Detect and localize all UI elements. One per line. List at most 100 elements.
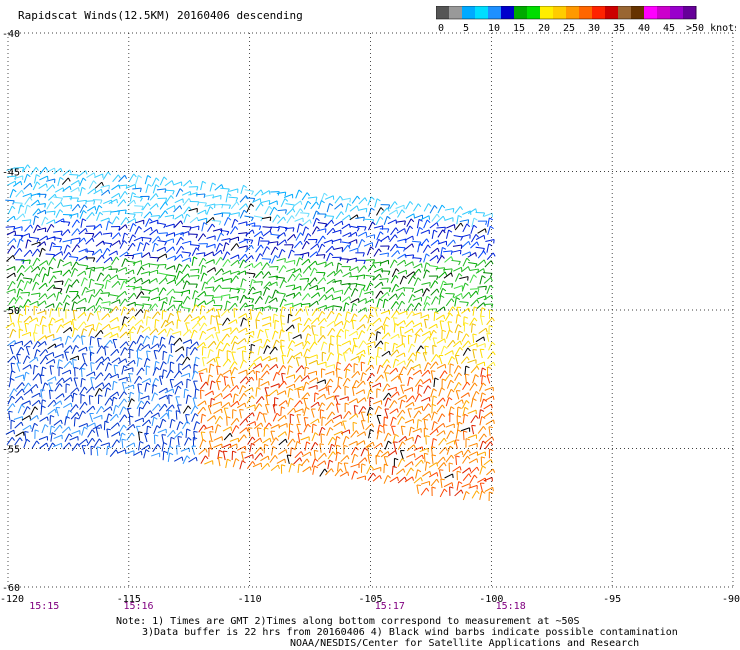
wind-barb-flag: [212, 286, 215, 292]
wind-barb: [301, 293, 309, 301]
wind-barb-flag: [384, 298, 389, 302]
wind-barb-flag: [404, 228, 406, 233]
wind-barb-flag: [308, 303, 311, 308]
wind-barb-flag: [284, 415, 287, 420]
wind-barb-flag: [426, 295, 431, 300]
wind-barb: [467, 359, 477, 364]
wind-barb: [159, 412, 168, 420]
wind-barb: [182, 296, 188, 305]
lon-tick-label: -100: [479, 594, 503, 605]
wind-barb: [38, 235, 48, 242]
wind-barb-flag: [404, 220, 406, 225]
wind-barb: [429, 264, 439, 268]
wind-barb-flag: [234, 341, 239, 345]
wind-barb: [302, 324, 309, 333]
wind-barb: [438, 355, 443, 365]
wind-barb: [326, 310, 332, 320]
wind-barb: [109, 449, 117, 457]
wind-barb-flag: [125, 217, 129, 221]
wind-barb-flag: [305, 226, 310, 230]
wind-barb-flag: [181, 353, 185, 358]
wind-barb: [287, 355, 293, 364]
wind-barb-flag: [308, 258, 311, 263]
wind-barb: [118, 398, 125, 407]
wind-barb-flag: [269, 356, 272, 361]
wind-barb-flag: [386, 207, 390, 212]
wind-barb-flag: [203, 193, 206, 198]
wind-barb-flag: [307, 333, 312, 337]
wind-barb-flag: [431, 454, 437, 457]
wind-barb: [64, 278, 70, 287]
wind-barb-flag: [20, 421, 24, 426]
wind-barb: [112, 339, 117, 349]
wind-barb-flag: [232, 409, 237, 412]
wind-barb: [287, 430, 291, 440]
wind-barb-flag: [109, 397, 113, 402]
wind-barb: [374, 405, 379, 415]
wind-barb-flag: [70, 394, 74, 399]
wind-barb-flag: [30, 265, 34, 270]
wind-barb-flag: [451, 356, 456, 360]
wind-barb-flag: [234, 335, 239, 340]
wind-barb-flag: [205, 381, 209, 386]
wind-barb-flag: [293, 234, 297, 239]
wind-barb: [134, 319, 143, 327]
wind-barb-flag: [324, 468, 328, 473]
wind-barb: [189, 347, 196, 356]
wind-barb-flag: [170, 195, 174, 199]
wind-barb: [197, 300, 205, 307]
wind-barb-flag: [323, 192, 328, 197]
wind-barb-flag: [282, 306, 287, 310]
wind-barb-flag: [100, 405, 105, 410]
wind-barb-flag: [245, 313, 248, 318]
wind-barb-flag: [37, 224, 41, 229]
wind-barb: [281, 373, 284, 383]
colorbar-label: 10: [488, 23, 500, 34]
wind-barb: [223, 407, 228, 417]
wind-barb: [152, 367, 157, 376]
wind-barb: [254, 452, 261, 461]
wind-barb: [372, 475, 381, 482]
wind-barb-flag: [45, 356, 49, 361]
wind-barb: [317, 235, 324, 244]
wind-barb-flag: [39, 393, 41, 398]
wind-barb-flag: [98, 394, 103, 397]
wind-barb: [136, 357, 140, 367]
wind-barb: [193, 421, 197, 431]
wind-barb-flag: [435, 296, 439, 300]
wind-barb: [21, 331, 31, 337]
wind-barb-flag: [314, 277, 318, 282]
wind-barb-flag: [90, 351, 95, 354]
wind-barb: [16, 354, 20, 364]
wind-barb: [95, 297, 101, 306]
wind-barb: [384, 397, 389, 407]
wind-barb-flag: [232, 450, 237, 453]
wind-barb: [166, 274, 176, 277]
wind-barb: [165, 223, 175, 228]
wind-barb: [462, 340, 469, 349]
wind-barb-flag: [194, 363, 199, 367]
wind-barb: [47, 376, 56, 382]
wind-barb: [435, 314, 444, 321]
wind-barb: [359, 314, 366, 322]
wind-barb-flag: [465, 373, 470, 376]
wind-barb: [310, 243, 318, 250]
wind-barb: [276, 232, 285, 239]
wind-barb: [269, 206, 275, 216]
wind-barb: [13, 226, 23, 230]
wind-barb-flag: [44, 166, 48, 171]
wind-barb: [117, 358, 126, 365]
wind-barb-flag: [401, 335, 407, 338]
wind-barb-flag: [324, 294, 328, 299]
wind-barb-flag: [124, 291, 128, 296]
wind-barb-flag: [59, 383, 63, 387]
wind-barb: [388, 209, 398, 215]
wind-barb: [230, 275, 237, 284]
wind-barb: [424, 346, 427, 356]
wind-barb: [375, 290, 382, 299]
wind-barb: [366, 322, 372, 332]
wind-barb: [437, 204, 443, 214]
wind-barb-flag: [26, 355, 31, 359]
wind-barb-flag: [196, 341, 199, 346]
wind-barb-flag: [341, 321, 344, 326]
